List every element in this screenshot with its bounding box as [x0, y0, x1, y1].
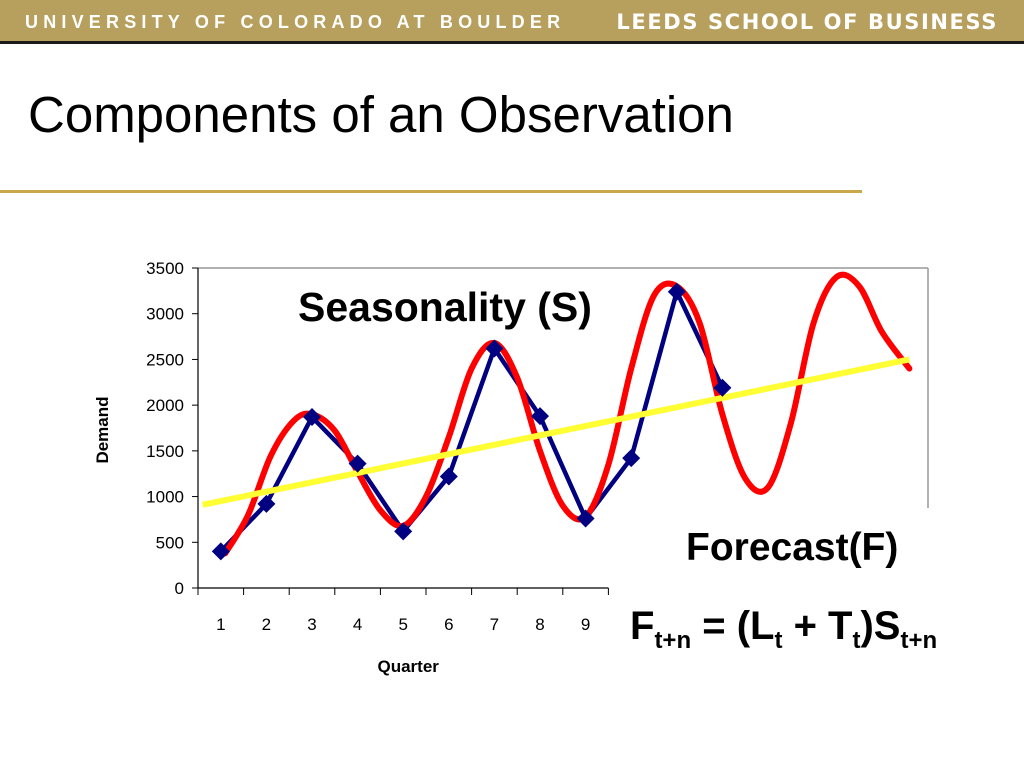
x-tick-label: 8 — [535, 615, 544, 634]
trend-line — [201, 356, 910, 508]
formula-sub-tn2: t+n — [900, 627, 938, 654]
y-tick-label: 1500 — [146, 442, 184, 461]
x-tick-label: 4 — [353, 615, 362, 634]
formula-close: )S — [860, 604, 901, 648]
demand-series-line — [219, 289, 725, 553]
demand-point — [531, 407, 549, 426]
demand-point — [303, 408, 321, 427]
formula-eq: = (L — [691, 604, 775, 648]
formula-sub-tn: t+n — [654, 627, 692, 654]
header-bar: UNIVERSITY OF COLORADO AT BOULDER LEEDS … — [0, 0, 1024, 44]
y-tick-label: 3000 — [146, 305, 184, 324]
x-tick-label: 5 — [398, 615, 407, 634]
x-tick-label: 9 — [581, 615, 590, 634]
demand-point — [257, 494, 276, 513]
y-tick-label: 1000 — [146, 488, 184, 507]
demand-point — [713, 378, 732, 397]
x-tick-label: 2 — [262, 615, 271, 634]
seasonality-label: Seasonality (S) — [298, 284, 592, 330]
formula-plus: + T — [782, 604, 853, 648]
x-tick-label: 7 — [490, 615, 499, 634]
demand-point — [439, 467, 458, 486]
seasonality-curve — [222, 271, 913, 557]
forecast-formula: Ft+n = (Lt + Tt)St+n — [630, 604, 937, 653]
y-tick-label: 3500 — [146, 259, 184, 278]
school-name: LEEDS SCHOOL OF BUSINESS — [616, 10, 998, 34]
y-tick-label: 2500 — [146, 350, 184, 369]
university-name: UNIVERSITY OF COLORADO AT BOULDER — [25, 12, 566, 32]
demand-point — [394, 522, 413, 541]
demand-point — [211, 542, 230, 561]
y-tick-label: 0 — [175, 579, 184, 598]
x-tick-label: 6 — [444, 615, 453, 634]
y-axis-title: Demand — [93, 396, 112, 463]
slide-title: Components of an Observation — [28, 86, 734, 143]
forecast-label: Forecast(F) — [686, 526, 899, 569]
x-tick-label: 1 — [216, 615, 225, 634]
y-tick-label: 500 — [156, 533, 184, 552]
demand-point — [576, 509, 595, 528]
formula-sub-t: t — [774, 627, 783, 654]
formula-sub-t2: t — [852, 627, 861, 654]
formula-f: F — [630, 604, 655, 648]
demand-point — [348, 454, 367, 473]
x-tick-label: 3 — [307, 615, 316, 634]
demand-point — [485, 339, 504, 358]
demand-point — [667, 282, 686, 301]
y-tick-label: 2000 — [146, 396, 184, 415]
x-axis-title: Quarter — [377, 657, 439, 676]
title-divider — [0, 190, 862, 193]
demand-point — [622, 449, 641, 468]
